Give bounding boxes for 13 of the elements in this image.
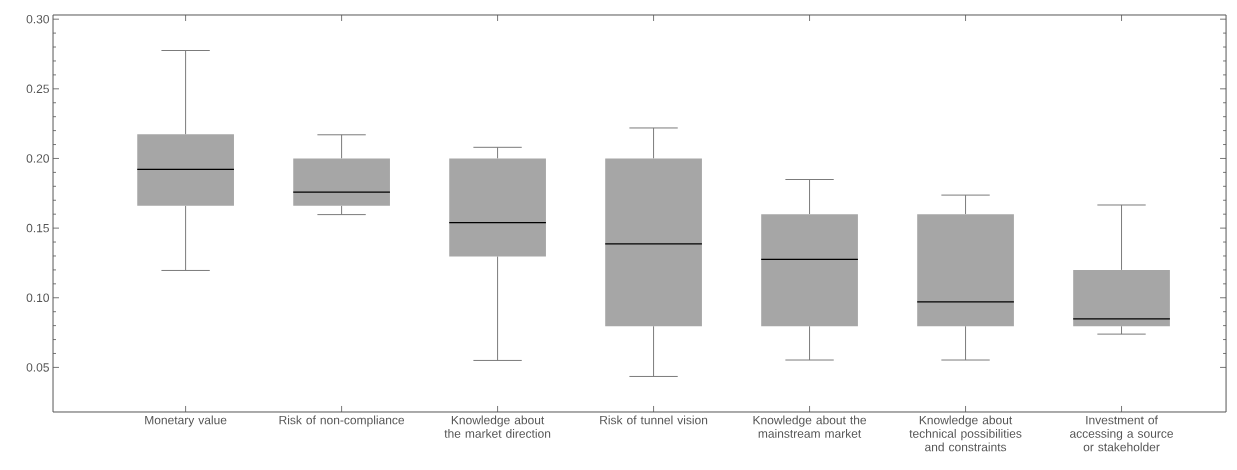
y-tick-label: 0.30 (26, 14, 50, 24)
x-tick-label: Investment of accessing a source or stakeholder (1070, 415, 1173, 452)
y-tick-label: 0.05 (26, 363, 49, 372)
x-tick-label: Knowledge about technical possibilities and constraints (909, 415, 1022, 452)
x-tick-label: Monetary value (145, 415, 227, 427)
y-tick-label: 0.20 (26, 154, 50, 163)
y-tick-label: 0.10 (26, 293, 50, 302)
y-tick-label: 0.25 (26, 84, 49, 94)
x-tick-label: Knowledge about the mainstream market (753, 415, 867, 438)
x-tick-label: Knowledge about the market direction (444, 415, 551, 438)
y-tick-label: 0.15 (26, 223, 49, 233)
x-tick-label: Risk of tunnel vision (600, 415, 708, 425)
x-tick-label: Risk of non-compliance (279, 415, 405, 427)
